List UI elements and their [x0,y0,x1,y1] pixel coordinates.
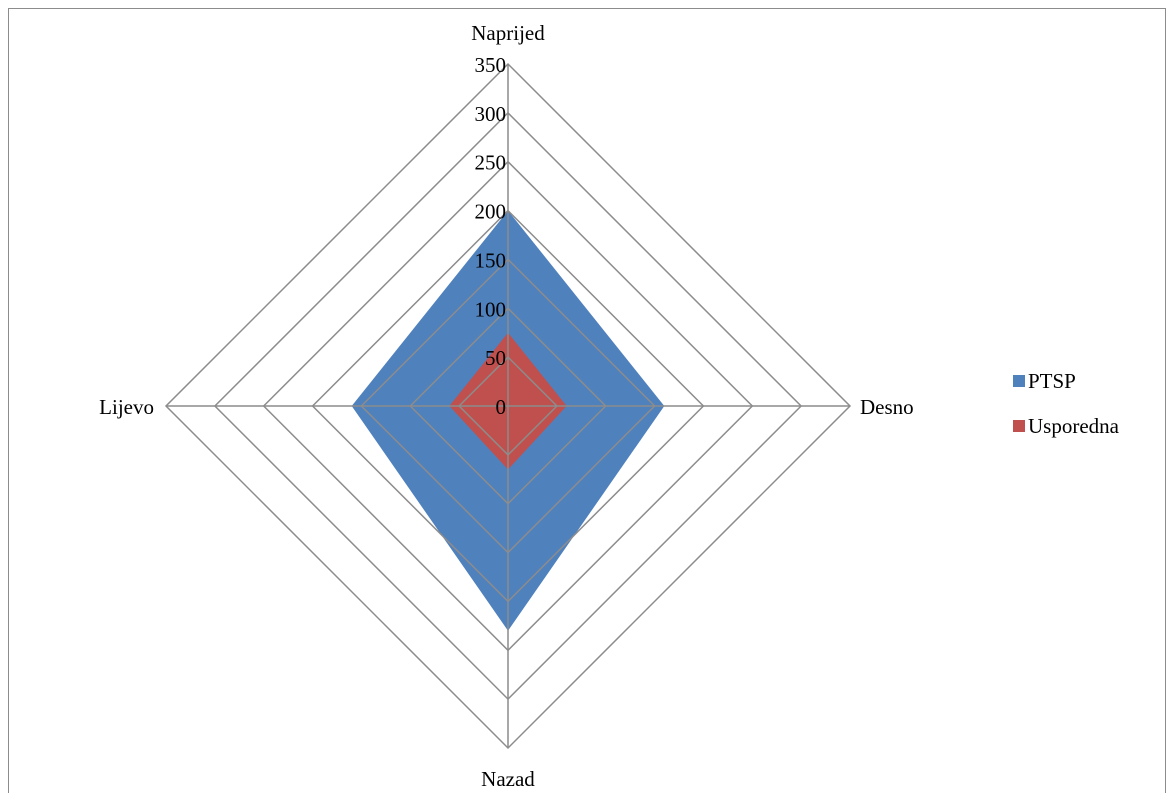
grid-layer [164,62,852,750]
tick-label: 50 [485,346,506,370]
category-label: Naprijed [471,21,545,45]
tick-label: 200 [475,200,507,224]
legend-swatch-ptsp [1013,375,1025,387]
tick-label: 0 [496,395,507,419]
chart-area: Naprijed Desno Nazad Lijevo 0 50 100 150 200 250 3… [8,8,1166,793]
radar-chart: Naprijed Desno Nazad Lijevo 0 50 100 150 200 250 3… [99,21,1120,791]
tick-label: 300 [475,102,507,126]
label-layer: Naprijed Desno Nazad Lijevo 0 50 100 150 200 250 3… [99,21,914,791]
tick-label: 150 [475,248,507,272]
category-label: Lijevo [99,395,154,419]
category-label: Nazad [481,767,535,791]
legend: PTSP Usporedna [1013,369,1120,438]
legend-swatch-usporedna [1013,420,1025,432]
tick-label: 350 [475,53,507,77]
category-label: Desno [860,395,914,419]
legend-label-ptsp: PTSP [1028,369,1076,393]
legend-label-usporedna: Usporedna [1028,414,1120,438]
tick-label: 250 [475,151,507,175]
tick-label: 100 [475,297,507,321]
